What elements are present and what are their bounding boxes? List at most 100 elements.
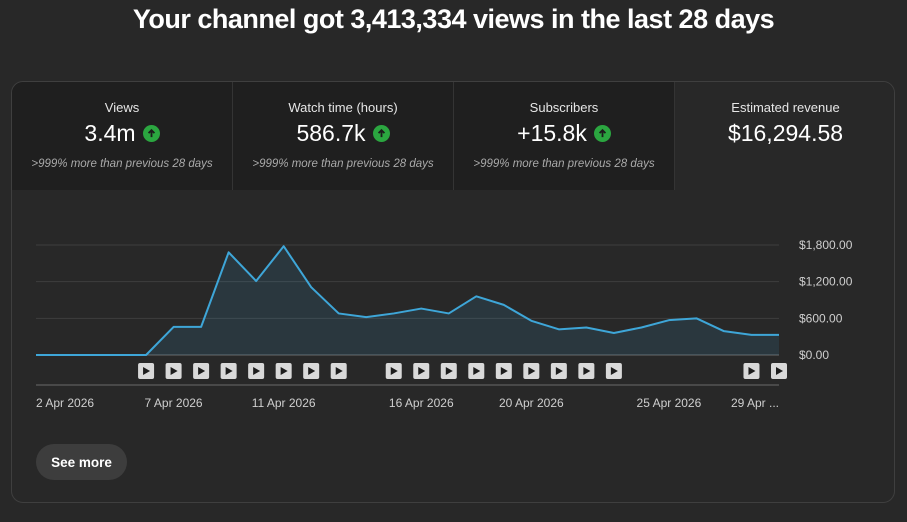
metric-tab-subscribers[interactable]: Subscribers +15.8k >999% more than previ… xyxy=(454,82,675,190)
play-icon xyxy=(776,367,783,375)
data-point[interactable] xyxy=(583,325,589,331)
data-point[interactable] xyxy=(198,324,204,330)
analytics-card: Views 3.4m >999% more than previous 28 d… xyxy=(11,81,895,503)
play-icon xyxy=(308,367,316,375)
metric-label: Subscribers xyxy=(529,100,599,115)
data-point[interactable] xyxy=(363,314,369,320)
arrow-up-circle-icon xyxy=(372,125,390,142)
series-area xyxy=(36,246,779,355)
play-icon xyxy=(445,367,453,375)
metric-label: Watch time (hours) xyxy=(288,100,398,115)
video-marker[interactable] xyxy=(468,363,485,379)
video-marker[interactable] xyxy=(523,363,540,379)
play-icon xyxy=(583,367,591,375)
video-marker[interactable] xyxy=(771,363,787,379)
data-point[interactable] xyxy=(418,306,424,312)
data-point[interactable] xyxy=(473,293,479,299)
video-marker[interactable] xyxy=(303,363,320,379)
video-marker[interactable] xyxy=(165,363,182,379)
video-marker[interactable] xyxy=(495,363,512,379)
metric-value: $16,294.58 xyxy=(727,120,844,146)
video-marker[interactable] xyxy=(440,363,457,379)
video-marker[interactable] xyxy=(138,363,155,379)
data-point[interactable] xyxy=(528,318,534,324)
y-tick-label: $1,200.00 xyxy=(799,275,853,289)
metric-comparison: >999% more than previous 28 days xyxy=(31,158,213,170)
play-icon xyxy=(555,367,563,375)
data-point[interactable] xyxy=(116,352,122,358)
data-point[interactable] xyxy=(88,352,94,358)
data-point[interactable] xyxy=(391,310,397,316)
data-point[interactable] xyxy=(281,243,287,249)
metric-comparison: >999% more than previous 28 days xyxy=(473,158,655,170)
data-point[interactable] xyxy=(446,310,452,316)
x-tick-label: 7 Apr 2026 xyxy=(145,396,203,410)
data-point[interactable] xyxy=(33,352,39,358)
video-marker[interactable] xyxy=(578,363,595,379)
y-tick-label: $0.00 xyxy=(799,348,829,362)
data-point[interactable] xyxy=(171,324,177,330)
video-marker[interactable] xyxy=(248,363,265,379)
see-more-button[interactable]: See more xyxy=(36,444,127,480)
data-point[interactable] xyxy=(253,278,259,284)
metric-tab-views[interactable]: Views 3.4m >999% more than previous 28 d… xyxy=(12,82,233,190)
video-marker[interactable] xyxy=(220,363,237,379)
data-point[interactable] xyxy=(336,310,342,316)
metric-label: Views xyxy=(104,100,140,115)
data-point[interactable] xyxy=(693,315,699,321)
data-point[interactable] xyxy=(501,302,507,308)
metric-tab-watch-time[interactable]: Watch time (hours) 586.7k >999% more tha… xyxy=(233,82,454,190)
arrow-up-circle-icon xyxy=(593,125,611,142)
arrow-up-circle-icon xyxy=(142,125,160,142)
play-icon xyxy=(253,367,261,375)
data-point[interactable] xyxy=(666,317,672,323)
data-point[interactable] xyxy=(61,352,67,358)
series-line xyxy=(36,245,779,356)
x-tick-label: 11 Apr 2026 xyxy=(252,396,316,410)
data-point[interactable] xyxy=(748,332,754,338)
video-marker[interactable] xyxy=(743,363,760,379)
play-icon xyxy=(335,367,343,375)
data-point[interactable] xyxy=(721,328,727,334)
play-icon xyxy=(143,367,151,375)
play-icon xyxy=(390,367,398,375)
page-headline: Your channel got 3,413,334 views in the … xyxy=(132,4,775,34)
video-marker[interactable] xyxy=(385,363,402,379)
x-tick-label: 16 Apr 2026 xyxy=(389,396,454,410)
x-tick-label: 29 Apr ... xyxy=(731,396,779,410)
video-marker[interactable] xyxy=(275,363,292,379)
data-point[interactable] xyxy=(143,352,149,358)
play-icon xyxy=(280,367,288,375)
data-point[interactable] xyxy=(638,325,644,331)
metric-tab-revenue[interactable]: Estimated revenue $16,294.58 xyxy=(675,82,894,190)
data-point[interactable] xyxy=(611,330,617,336)
metric-value: +15.8k xyxy=(517,120,587,146)
video-marker[interactable] xyxy=(193,363,210,379)
play-icon xyxy=(528,367,536,375)
data-point[interactable] xyxy=(776,332,782,338)
metric-tabs: Views 3.4m >999% more than previous 28 d… xyxy=(12,82,894,190)
y-tick-label: $1,800.00 xyxy=(799,238,853,252)
metric-value: 3.4m xyxy=(84,120,136,146)
data-point[interactable] xyxy=(308,284,314,290)
metric-value: 586.7k xyxy=(296,120,366,146)
metric-label: Estimated revenue xyxy=(731,100,840,115)
x-tick-label: 20 Apr 2026 xyxy=(499,396,564,410)
video-marker[interactable] xyxy=(550,363,567,379)
video-marker[interactable] xyxy=(605,363,622,379)
video-marker[interactable] xyxy=(330,363,347,379)
play-icon xyxy=(473,367,481,375)
play-icon xyxy=(198,367,206,375)
play-icon xyxy=(418,367,426,375)
revenue-chart: $0.00 $600.00 $1,200.00 $1,800.00 2 Apr 2026… xyxy=(33,238,853,410)
play-icon xyxy=(610,367,618,375)
y-tick-label: $600.00 xyxy=(799,311,843,325)
data-point[interactable] xyxy=(226,249,232,255)
x-tick-label: 25 Apr 2026 xyxy=(637,396,702,410)
play-icon xyxy=(748,367,756,375)
data-point[interactable] xyxy=(556,326,562,332)
metric-comparison: >999% more than previous 28 days xyxy=(252,158,434,170)
x-tick-label: 2 Apr 2026 xyxy=(36,396,94,410)
video-marker[interactable] xyxy=(413,363,430,379)
play-icon xyxy=(225,367,233,375)
